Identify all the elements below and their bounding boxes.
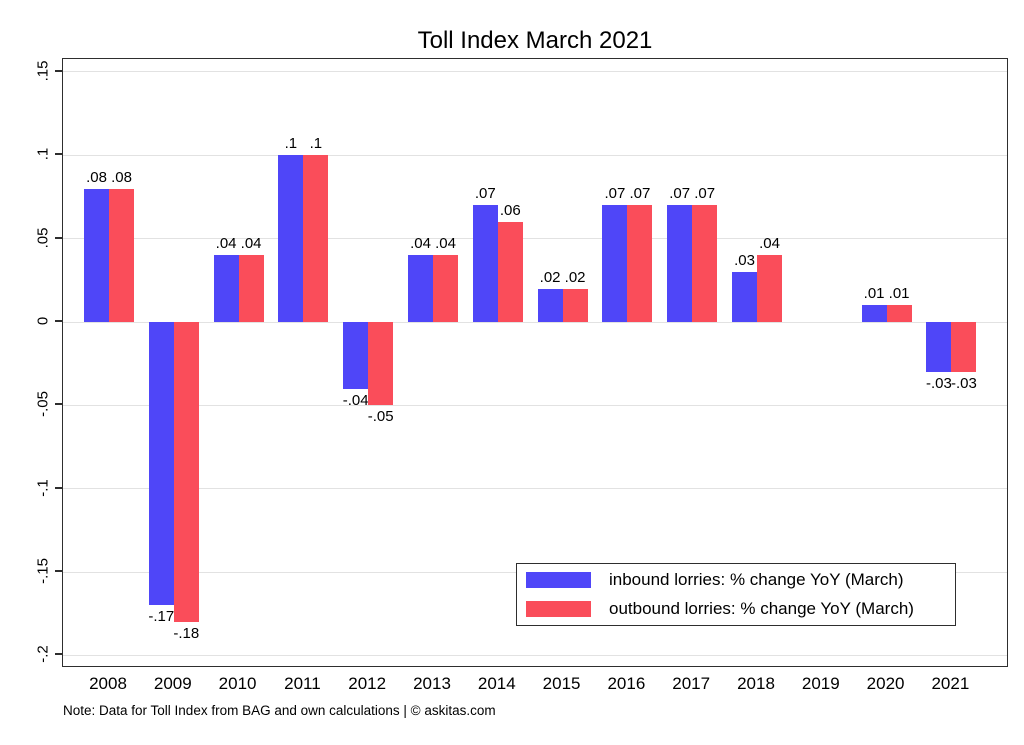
gridline — [63, 238, 1007, 240]
inbound-bar-2020 — [861, 305, 887, 322]
outbound-bar-2012 — [368, 322, 394, 406]
y-axis-tick — [55, 69, 62, 72]
inbound-bar-2014 — [472, 205, 498, 322]
bar-value-label: .07 — [694, 185, 716, 203]
bar-value-label: -.03 — [925, 375, 952, 392]
x-axis-label: 2014 — [477, 674, 516, 693]
outbound-series-swatch — [526, 601, 591, 617]
inbound-bar-2009 — [148, 322, 174, 606]
bar-value-label: -.17 — [148, 608, 175, 626]
bar-value-label: .06 — [499, 201, 521, 219]
y-axis-tick — [55, 403, 62, 406]
inbound-bar-2011 — [278, 155, 304, 322]
inbound-bar-2013 — [408, 255, 433, 322]
bar-value-label: .07 — [669, 185, 691, 203]
bar-value-label: .07 — [604, 185, 626, 203]
bar-value-label: .04 — [215, 235, 237, 253]
inbound-bar-2012 — [343, 322, 369, 389]
x-axis-label: 2013 — [413, 674, 451, 693]
bar-value-label: .04 — [410, 235, 431, 253]
gridline — [63, 321, 1007, 323]
inbound-bar-2008 — [84, 188, 109, 322]
y-axis-tick — [55, 320, 62, 322]
outbound-bar-2009 — [173, 322, 199, 622]
y-axis-tick — [55, 153, 62, 156]
legend-item-inbound: inbound lorries: % change YoY (March) — [526, 570, 955, 590]
x-axis-label: 2009 — [153, 674, 192, 693]
y-axis-label: -.05 — [34, 391, 52, 418]
legend: inbound lorries: % change YoY (March) ou… — [516, 563, 956, 626]
x-axis-label: 2016 — [607, 674, 646, 693]
gridline — [63, 154, 1007, 156]
x-axis-label: 2008 — [89, 674, 127, 693]
bar-value-label: .07 — [474, 185, 496, 203]
bar-value-label: -.04 — [342, 391, 369, 409]
inbound-bar-2016 — [602, 205, 628, 322]
outbound-bar-2020 — [886, 305, 912, 322]
inbound-bar-2021 — [926, 322, 952, 372]
y-axis-label: -.1 — [34, 478, 52, 497]
x-axis-label: 2019 — [801, 674, 840, 693]
bar-value-label: -.05 — [367, 408, 394, 426]
y-axis-label: .15 — [34, 60, 52, 82]
outbound-bar-2018 — [757, 255, 782, 322]
gridline — [63, 71, 1007, 73]
bar-value-label: .1 — [284, 135, 298, 153]
y-axis-tick — [55, 236, 62, 239]
gridline — [63, 488, 1007, 490]
bar-value-label: .04 — [759, 235, 780, 253]
legend-item-outbound: outbound lorries: % change YoY (March) — [526, 599, 955, 619]
bar-value-label: .02 — [539, 268, 561, 286]
x-axis-label: 2011 — [284, 674, 321, 693]
outbound-bar-2008 — [109, 188, 134, 322]
outbound-bar-2013 — [433, 255, 458, 322]
bar-value-label: .04 — [435, 235, 456, 253]
chart-title: Toll Index March 2021 — [417, 27, 653, 54]
x-axis-label: 2017 — [672, 674, 711, 693]
bar-value-label: .1 — [309, 135, 323, 153]
bar-value-label: -.03 — [950, 375, 977, 392]
inbound-series-swatch — [526, 572, 591, 588]
inbound-bar-2010 — [213, 255, 239, 322]
y-axis-label: -.15 — [34, 558, 52, 584]
bar-value-label: .03 — [734, 251, 755, 269]
x-axis-label: 2012 — [348, 674, 387, 693]
gridline — [63, 654, 1007, 656]
bar-value-label: .08 — [111, 168, 132, 186]
bar-value-label: .01 — [888, 285, 910, 303]
outbound-bar-2014 — [497, 221, 523, 322]
x-axis-label: 2018 — [737, 674, 775, 693]
bar-value-label: .02 — [564, 268, 586, 286]
y-axis-tick — [55, 653, 62, 656]
outbound-bar-2010 — [238, 255, 264, 322]
outbound-bar-2016 — [627, 205, 653, 322]
x-axis-label: 2021 — [931, 674, 970, 693]
x-axis-label: 2010 — [218, 674, 257, 693]
y-axis-label: -.2 — [34, 645, 52, 664]
y-axis-tick — [55, 486, 62, 489]
legend-label-inbound: inbound lorries: % change YoY (March) — [609, 570, 904, 589]
y-axis-label: 0 — [34, 316, 52, 326]
y-axis-label: .1 — [34, 148, 52, 161]
x-axis-label: 2015 — [542, 674, 581, 693]
y-axis-tick — [55, 570, 62, 572]
outbound-bar-2011 — [303, 155, 329, 322]
bar-value-label: .04 — [240, 235, 262, 253]
y-axis-label: .05 — [34, 227, 52, 249]
inbound-bar-2015 — [537, 288, 563, 322]
outbound-bar-2015 — [562, 288, 588, 322]
bar-value-label: .01 — [863, 285, 885, 303]
outbound-bar-2017 — [692, 205, 718, 322]
x-axis-label: 2020 — [866, 674, 905, 693]
inbound-bar-2018 — [732, 271, 757, 322]
inbound-bar-2017 — [667, 205, 693, 322]
gridline — [63, 404, 1007, 406]
bar-value-label: .08 — [86, 168, 107, 186]
outbound-bar-2021 — [951, 322, 977, 372]
bar-value-label: -.18 — [173, 625, 200, 642]
source-note: Note: Data for Toll Index from BAG and o… — [63, 703, 496, 718]
legend-label-outbound: outbound lorries: % change YoY (March) — [609, 599, 914, 618]
bar-value-label: .07 — [629, 185, 651, 203]
